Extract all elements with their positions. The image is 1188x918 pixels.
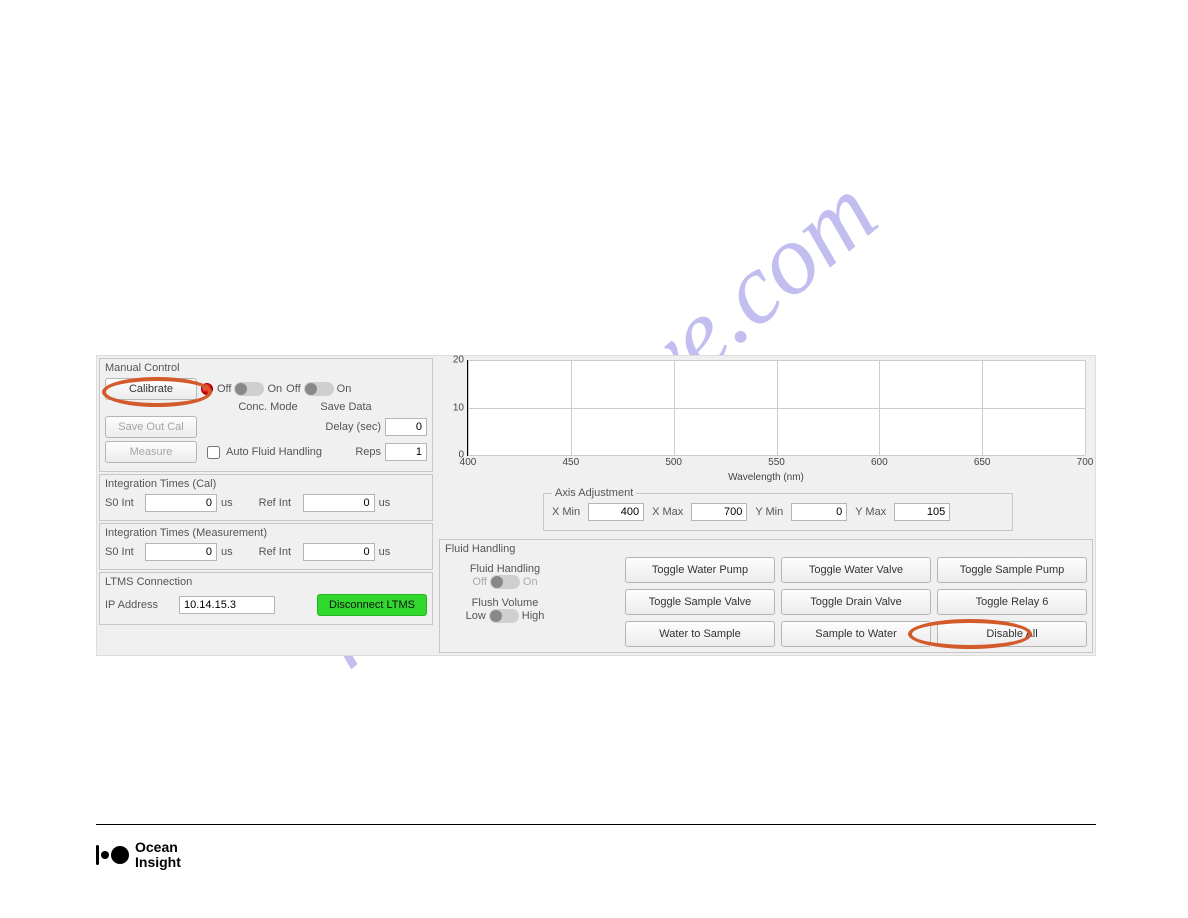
xmax-input[interactable] — [691, 503, 747, 521]
auto-fluid-checkbox[interactable] — [207, 446, 220, 459]
ltms-title: LTMS Connection — [105, 576, 427, 588]
measure-button[interactable]: Measure — [105, 441, 197, 463]
manual-control-group: Manual Control Calibrate Off On Off On C… — [99, 358, 433, 472]
ymin-label: Y Min — [755, 506, 783, 518]
chart-area: 40045050055060065070001020 Wavelength (n… — [439, 358, 1093, 535]
chart-xtick: 550 — [768, 455, 785, 468]
int-meas-s0-input[interactable] — [145, 543, 217, 561]
chart-xtick: 450 — [562, 455, 579, 468]
fluid-on-label: On — [523, 576, 538, 588]
ip-input[interactable] — [179, 596, 275, 614]
int-cal-s0-input[interactable] — [145, 494, 217, 512]
chart-xtick: 700 — [1077, 455, 1094, 468]
save-data-off-label: Off — [286, 383, 300, 395]
disconnect-ltms-button[interactable]: Disconnect LTMS — [317, 594, 427, 616]
chart-xlabel: Wavelength (nm) — [443, 472, 1089, 483]
int-cal-title: Integration Times (Cal) — [105, 478, 427, 490]
ymin-input[interactable] — [791, 503, 847, 521]
save-data-caption: Save Data — [315, 401, 377, 413]
toggle-drain-valve-button[interactable]: Toggle Drain Valve — [781, 589, 931, 615]
int-cal-group: Integration Times (Cal) S0 Int us Ref In… — [99, 474, 433, 521]
reps-input[interactable] — [385, 443, 427, 461]
axis-adjust-title: Axis Adjustment — [552, 487, 636, 499]
flush-volume-toggle[interactable]: Low High — [466, 609, 545, 623]
brand-logo: Ocean Insight — [96, 840, 181, 869]
fluid-handling-group: Fluid Handling Fluid Handling Off On Flu… — [439, 539, 1093, 653]
chart-xtick: 500 — [665, 455, 682, 468]
right-panel: 40045050055060065070001020 Wavelength (n… — [439, 358, 1093, 653]
delay-label: Delay (sec) — [325, 421, 381, 433]
brand-line1: Ocean — [135, 839, 178, 855]
conc-mode-on-label: On — [267, 383, 282, 395]
int-meas-title: Integration Times (Measurement) — [105, 527, 427, 539]
brand-logo-icon — [96, 845, 129, 865]
flush-volume-label: Flush Volume — [445, 597, 565, 609]
xmin-label: X Min — [552, 506, 580, 518]
manual-control-title: Manual Control — [105, 362, 427, 374]
ip-label: IP Address — [105, 599, 175, 611]
axis-adjust-group: Axis Adjustment X Min X Max Y Min Y Max — [543, 487, 1013, 531]
disable-all-button[interactable]: Disable All — [937, 621, 1087, 647]
int-cal-ref-input[interactable] — [303, 494, 375, 512]
fluid-off-label: Off — [472, 576, 486, 588]
int-meas-unit1: us — [221, 546, 233, 558]
conc-mode-toggle[interactable]: Off On — [217, 382, 282, 396]
int-meas-unit2: us — [379, 546, 391, 558]
auto-fluid-label: Auto Fluid Handling — [226, 446, 322, 458]
status-led-icon — [201, 383, 213, 395]
toggle-sample-valve-button[interactable]: Toggle Sample Valve — [625, 589, 775, 615]
save-data-toggle[interactable]: Off On — [286, 382, 351, 396]
int-meas-group: Integration Times (Measurement) S0 Int u… — [99, 523, 433, 570]
brand-line2: Insight — [135, 854, 181, 870]
ymax-label: Y Max — [855, 506, 886, 518]
xmax-label: X Max — [652, 506, 683, 518]
chart-ytick: 20 — [453, 355, 468, 366]
ymax-input[interactable] — [894, 503, 950, 521]
wavelength-chart: 40045050055060065070001020 — [467, 360, 1085, 456]
toggle-water-valve-button[interactable]: Toggle Water Valve — [781, 557, 931, 583]
toggle-sample-pump-button[interactable]: Toggle Sample Pump — [937, 557, 1087, 583]
sample-to-water-button[interactable]: Sample to Water — [781, 621, 931, 647]
delay-input[interactable] — [385, 418, 427, 436]
toggle-water-pump-button[interactable]: Toggle Water Pump — [625, 557, 775, 583]
footer-divider — [96, 824, 1096, 825]
ltms-group: LTMS Connection IP Address Disconnect LT… — [99, 572, 433, 625]
fluid-buttons-grid: Toggle Water PumpToggle Water ValveToggl… — [625, 557, 1087, 647]
reps-label: Reps — [355, 446, 381, 458]
int-cal-ref-label: Ref Int — [259, 497, 299, 509]
int-cal-unit1: us — [221, 497, 233, 509]
water-to-sample-button[interactable]: Water to Sample — [625, 621, 775, 647]
save-data-on-label: On — [337, 383, 352, 395]
flush-low-label: Low — [466, 610, 486, 622]
chart-ytick: 10 — [453, 402, 468, 413]
int-cal-unit2: us — [379, 497, 391, 509]
fluid-title: Fluid Handling — [445, 543, 565, 555]
chart-ytick: 0 — [458, 450, 468, 461]
int-meas-s0-label: S0 Int — [105, 546, 141, 558]
conc-mode-caption: Conc. Mode — [237, 401, 299, 413]
save-out-cal-button[interactable]: Save Out Cal — [105, 416, 197, 438]
chart-xtick: 650 — [974, 455, 991, 468]
xmin-input[interactable] — [588, 503, 644, 521]
app-window: Manual Control Calibrate Off On Off On C… — [96, 355, 1096, 656]
int-cal-s0-label: S0 Int — [105, 497, 141, 509]
fluid-handling-toggle[interactable]: Off On — [472, 575, 537, 589]
chart-xtick: 600 — [871, 455, 888, 468]
int-meas-ref-label: Ref Int — [259, 546, 299, 558]
fluid-handling-label: Fluid Handling — [445, 563, 565, 575]
calibrate-button[interactable]: Calibrate — [105, 378, 197, 400]
conc-mode-off-label: Off — [217, 383, 231, 395]
flush-high-label: High — [522, 610, 545, 622]
left-panel: Manual Control Calibrate Off On Off On C… — [99, 358, 433, 653]
int-meas-ref-input[interactable] — [303, 543, 375, 561]
toggle-relay-6-button[interactable]: Toggle Relay 6 — [937, 589, 1087, 615]
